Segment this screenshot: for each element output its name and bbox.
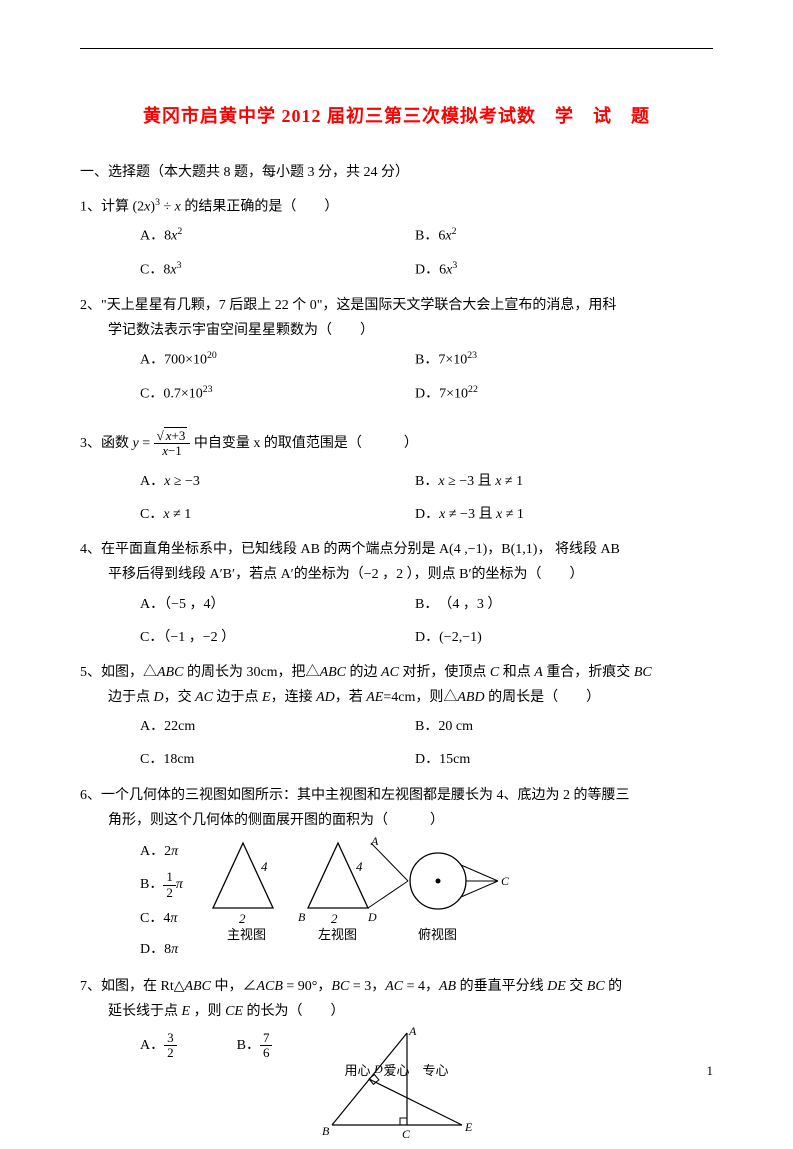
q1-stem: 1、计算 (2x)3 ÷ x 的结果正确的是（ ） (80, 194, 713, 220)
q1-option-d: D．6x3 (415, 257, 690, 283)
q6-l2: 角形，则这个几何体的侧面展开图的面积为（ ） (108, 808, 713, 833)
q2-stem-l2: 学记数法表示宇宙空间星星颗数为（ ） (108, 318, 713, 343)
q4-option-b: B． （4 ，3 ） (415, 592, 690, 617)
q5-l2: 边于点 D，交 AC 边于点 E，连接 AD，若 AE=4cm，则△ABD 的周… (108, 685, 713, 710)
q4-l2: 平移后得到线段 A′B′，若点 A′的坐标为（−2 ，2 ），则点 B′的坐标为… (108, 562, 713, 587)
q6-lbl-4a: 4 (261, 859, 268, 874)
q5-option-c: C．18cm (140, 747, 415, 772)
q7-diagram: A B C D E (312, 1025, 492, 1149)
q3-post: 中自变量 x 的取值范围是（ ） (194, 436, 418, 451)
question-2: 2、"天上星星有几颗，7 后跟上 22 个 0"，这是国际天文学联合大会上宣布的… (80, 293, 713, 411)
question-1: 1、计算 (2x)3 ÷ x 的结果正确的是（ ） A．8x2 B．6x2 C．… (80, 194, 713, 288)
q7-option-a: A．32 (140, 1031, 177, 1061)
q4-option-a: A．（−5 ，4） (140, 592, 415, 617)
q6-label-left: 左视图 (318, 927, 357, 942)
q6-option-a: A．2π (140, 839, 183, 864)
q6-option-d: D．8π (140, 937, 183, 962)
q7-l1: 7、如图，在 Rt△ABC 中，∠ACB = 90°，BC = 3，AC = 4… (80, 974, 713, 999)
q3-option-b: B．x ≥ −3 且 x ≠ 1 (415, 469, 690, 494)
q3-option-a: A．x ≥ −3 (140, 469, 415, 494)
three-view-svg: 4 2 4 A B 2 D C 主视图 左视图 (203, 833, 523, 943)
q6-lbl-2a: 2 (239, 911, 246, 926)
q6-diagram: 4 2 4 A B 2 D C 主视图 左视图 (203, 833, 523, 952)
q2-option-a: A．700×1020 (140, 347, 415, 373)
question-4: 4、在平面直角坐标系中，已知线段 AB 的两个端点分别是 A(4 ,−1)，B(… (80, 537, 713, 654)
q6-lbl-4b: 4 (356, 859, 363, 874)
q5-option-a: A．22cm (140, 714, 415, 739)
q6-lbl-2b: 2 (331, 911, 338, 926)
q3-option-c: C．x ≠ 1 (140, 502, 415, 527)
q7-option-b: B．76 (237, 1031, 273, 1061)
q6-option-b: B．12π (140, 870, 183, 900)
q4-option-c: C．（−1 ，−2 ） (140, 625, 415, 650)
q6-l1: 6、一个几何体的三视图如图所示：其中主视图和左视图都是腰长为 4、底边为 2 的… (80, 783, 713, 808)
question-3: 3、函数 y = x+3x−1 中自变量 x 的取值范围是（ ） A．x ≥ −… (80, 429, 713, 531)
q4-option-d: D．(−2,−1) (415, 625, 690, 650)
q5-option-d: D．15cm (415, 747, 690, 772)
q1-option-c: C．8x3 (140, 257, 415, 283)
q3-stem: 3、函数 y = x+3x−1 中自变量 x 的取值范围是（ ） (80, 429, 713, 459)
q2-option-b: B．7×1023 (415, 347, 690, 373)
top-rule (80, 48, 713, 49)
q7-lbl-B: B (322, 1124, 330, 1138)
question-6: 6、一个几何体的三视图如图所示：其中主视图和左视图都是腰长为 4、底边为 2 的… (80, 783, 713, 969)
q6-label-main: 主视图 (227, 927, 266, 942)
q1-option-b: B．6x2 (415, 223, 690, 249)
q7-lbl-A: A (408, 1024, 417, 1038)
q6-option-c: C．4π (140, 906, 183, 931)
q4-l1: 4、在平面直角坐标系中，已知线段 AB 的两个端点分别是 A(4 ,−1)，B(… (80, 537, 713, 562)
q2-option-d: D．7×1022 (415, 381, 690, 407)
q2-stem-l1: 2、"天上星星有几颗，7 后跟上 22 个 0"，这是国际天文学联合大会上宣布的… (80, 293, 713, 318)
exam-title: 黄冈市启黄中学 2012 届初三第三次模拟考试数 学 试 题 (80, 100, 713, 132)
section-1-heading: 一、选择题（本大题共 8 题，每小题 3 分，共 24 分） (80, 160, 713, 185)
q1-option-a: A．8x2 (140, 223, 415, 249)
q5-option-b: B．20 cm (415, 714, 690, 739)
q7-l2: 延长线于点 E ，则 CE 的长为（ ） (108, 999, 713, 1024)
q2-option-c: C．0.7×1023 (140, 381, 415, 407)
q6-lbl-C: C (501, 874, 510, 888)
q3-option-d: D．x ≠ −3 且 x ≠ 1 (415, 502, 690, 527)
q5-l1: 5、如图，△ABC 的周长为 30cm，把△ABC 的边 AC 对折，使顶点 C… (80, 660, 713, 685)
q3-pre: 3、函数 (80, 436, 133, 451)
q6-label-top: 俯视图 (418, 927, 457, 942)
q6-lbl-B: B (298, 910, 306, 924)
question-5: 5、如图，△ABC 的周长为 30cm，把△ABC 的边 AC 对折，使顶点 C… (80, 660, 713, 777)
footer-motto: 用心 爱心 专心 (0, 1059, 793, 1082)
q6-lbl-D: D (367, 910, 377, 924)
q7-lbl-C: C (402, 1127, 411, 1141)
page-number: 1 (707, 1059, 714, 1082)
